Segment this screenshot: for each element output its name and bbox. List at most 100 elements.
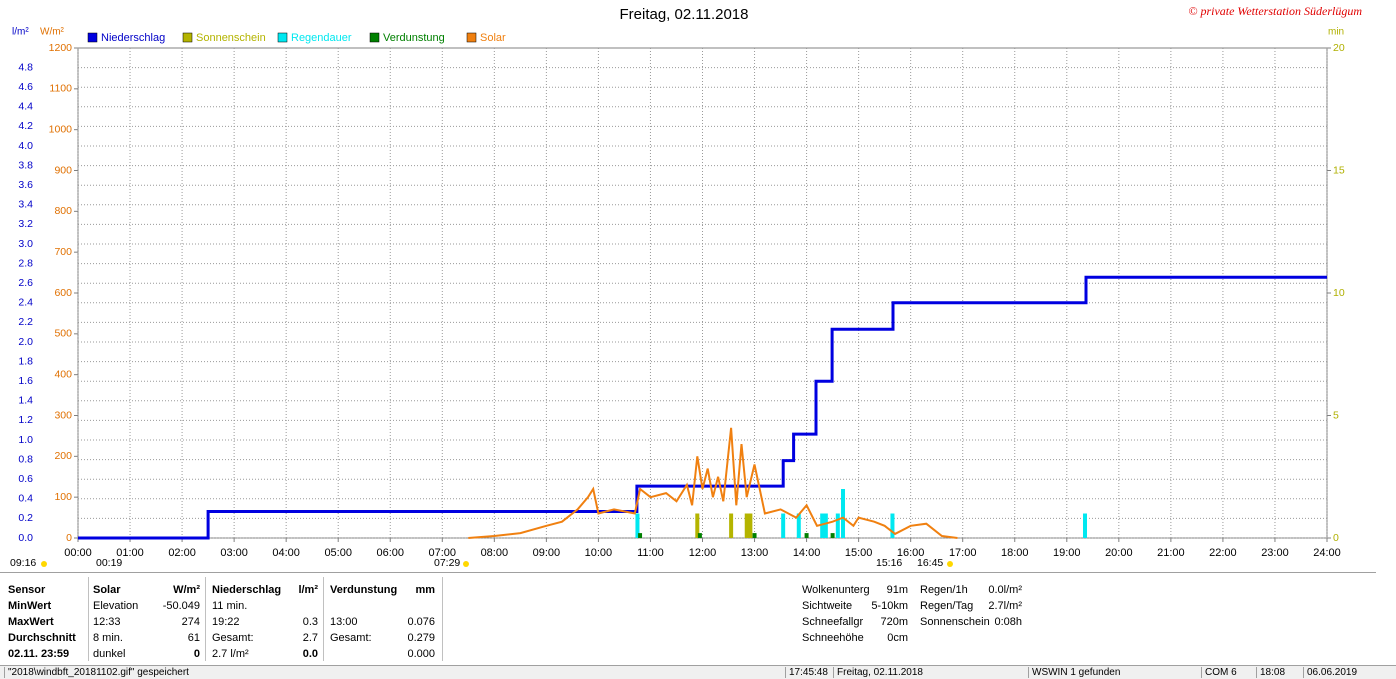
- panel-cell: Niederschlag: [212, 584, 282, 596]
- y-tick-label: 4.8: [18, 61, 33, 73]
- panel-cell: Sichtweite: [802, 600, 853, 612]
- y2-axis-unit: W/m²: [40, 27, 65, 38]
- x-tick-label: 11:00: [637, 547, 664, 559]
- bar: [781, 513, 786, 538]
- bar: [697, 533, 702, 538]
- panel-cell: 0.076: [407, 616, 435, 628]
- bar: [841, 489, 846, 538]
- y-tick-label: 0.8: [18, 453, 33, 465]
- status-cell: Freitag, 02.11.2018: [833, 667, 923, 678]
- panel-cell: 0.000: [407, 648, 435, 660]
- status-cell: 17:45:48: [785, 667, 828, 678]
- x-tick-label: 05:00: [324, 547, 352, 559]
- bar: [823, 513, 828, 538]
- bar: [744, 513, 749, 538]
- bar: [1083, 513, 1088, 538]
- x-tick-label: 02:00: [168, 547, 196, 559]
- panel-cell: Schneehöhe: [802, 632, 864, 644]
- bar: [804, 533, 809, 538]
- x-tick-label: 19:00: [1053, 547, 1081, 559]
- y-tick-label: 3.2: [18, 218, 33, 230]
- y-tick-label: 1.0: [18, 434, 33, 446]
- y3-axis-unit: min: [1328, 27, 1344, 38]
- bar: [830, 533, 835, 538]
- x-tick-label: 03:00: [220, 547, 248, 559]
- sun-icon: [41, 561, 47, 567]
- panel-cell: 8 min.: [93, 632, 123, 644]
- y2-tick-label: 0: [66, 532, 72, 544]
- y2-tick-label: 800: [54, 205, 72, 217]
- time-annotation: 00:19: [96, 557, 122, 569]
- y-tick-label: 2.4: [18, 297, 33, 309]
- panel-cell: Gesamt:: [212, 632, 254, 644]
- legend-swatch: [466, 32, 477, 43]
- legend-label: Regendauer: [291, 32, 352, 44]
- y-tick-label: 2.8: [18, 257, 33, 269]
- x-tick-label: 24:00: [1313, 547, 1341, 559]
- y-tick-label: 3.6: [18, 179, 33, 191]
- panel-cell: 02.11. 23:59: [8, 648, 70, 660]
- y3-tick-label: 20: [1333, 42, 1345, 54]
- status-cell: "2018\windbft_20181102.gif" gespeichert: [4, 667, 189, 678]
- watermark: © private Wetterstation Süderlügum: [1188, 4, 1362, 18]
- x-tick-label: 01:00: [116, 547, 144, 559]
- chart: Freitag, 02.11.2018 © private Wetterstat…: [10, 4, 1362, 569]
- panel-cell: 0.279: [407, 632, 435, 644]
- y2-tick-label: 200: [54, 450, 72, 462]
- legend-label: Solar: [480, 32, 506, 44]
- y2-tick-label: 400: [54, 368, 72, 380]
- y3-tick-label: 0: [1333, 532, 1339, 544]
- panel-cell: dunkel: [93, 648, 126, 660]
- panel-cell: 2.7: [302, 632, 318, 644]
- bar: [890, 513, 895, 538]
- status-cell: WSWIN 1 gefunden: [1028, 667, 1120, 678]
- legend-label: Sonnenschein: [196, 32, 266, 44]
- y2-tick-label: 1100: [49, 83, 72, 95]
- panel-cell: Sonnenschein: [920, 616, 990, 628]
- y-tick-label: 0.6: [18, 473, 33, 485]
- legend-label: Verdunstung: [383, 32, 445, 44]
- y-tick-label: 0.2: [18, 512, 33, 524]
- panel-cell: Regen/Tag: [920, 600, 974, 612]
- panel-cell: MaxWert: [8, 616, 54, 628]
- x-tick-label: 13:00: [741, 547, 769, 559]
- y-tick-label: 2.6: [18, 277, 33, 289]
- line: [468, 427, 958, 539]
- panel-cell: 0.0: [302, 648, 318, 660]
- panel-cell: Wolkenunterg: [802, 584, 870, 596]
- separator: [88, 577, 89, 661]
- x-tick-label: 20:00: [1105, 547, 1133, 559]
- y-tick-label: 3.0: [18, 238, 33, 250]
- x-tick-label: 14:00: [793, 547, 821, 559]
- panel-cell: 2.7 l/m²: [212, 648, 249, 660]
- y2-tick-label: 700: [54, 246, 72, 258]
- y-tick-label: 4.0: [18, 140, 33, 152]
- panel-cell: 2.7l/m²: [988, 600, 1022, 612]
- legend-swatch: [369, 32, 380, 43]
- x-tick-label: 10:00: [585, 547, 613, 559]
- y-tick-label: 2.2: [18, 316, 33, 328]
- plot-area: [77, 47, 1328, 539]
- y2-tick-label: 600: [54, 287, 72, 299]
- separator: [442, 577, 443, 661]
- panel-cell: 0.3: [302, 616, 318, 628]
- time-annotation: 15:16: [876, 557, 902, 569]
- y2-tick-label: 500: [54, 328, 72, 340]
- bar: [748, 513, 753, 538]
- y2-tick-label: 300: [54, 409, 72, 421]
- panel-cell: Verdunstung: [330, 584, 398, 596]
- y-tick-label: 4.2: [18, 120, 33, 132]
- panel-cell: Solar: [93, 584, 121, 596]
- y-tick-label: 1.2: [18, 414, 33, 426]
- time-annotation: 09:16: [10, 557, 36, 569]
- panel-cell: W/m²: [173, 584, 200, 596]
- y-tick-label: 1.4: [18, 395, 33, 407]
- x-tick-label: 15:00: [845, 547, 873, 559]
- y3-tick-label: 10: [1333, 287, 1345, 299]
- panel-cell: -50.049: [162, 600, 200, 612]
- panel-cell: Sensor: [8, 584, 46, 596]
- bar: [695, 513, 700, 538]
- panel-cell: Schneefallgr: [802, 616, 864, 628]
- bar: [729, 513, 734, 538]
